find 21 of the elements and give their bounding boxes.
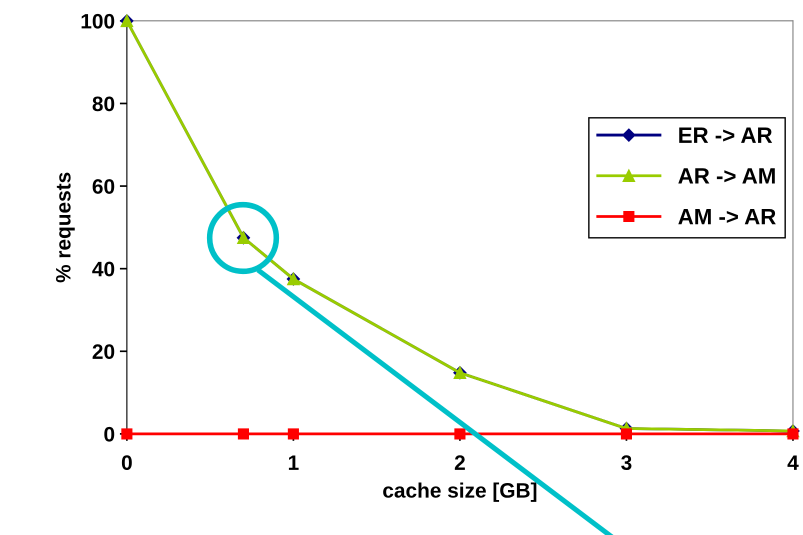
y-tick-label: 80: [92, 96, 114, 112]
y-tick-label: 40: [92, 262, 114, 276]
x-tick-label: 4: [787, 455, 799, 470]
legend-label: ER -> AR: [679, 128, 772, 143]
y-tick-label: 20: [92, 344, 114, 360]
x-tick-label: 0: [122, 455, 132, 470]
x-tick-label: 3: [621, 455, 632, 470]
y-tick-label: 60: [92, 179, 114, 194]
legend-label: AR -> AM: [678, 168, 775, 184]
y-tick-label: 0: [104, 426, 114, 442]
x-tick-label: 2: [454, 455, 465, 470]
y-tick-label: 100: [82, 14, 114, 29]
x-axis-title: cache size [GB]: [383, 482, 536, 502]
x-tick-label: 1: [288, 455, 299, 470]
point: [787, 428, 799, 440]
point: [288, 428, 299, 440]
point: [620, 428, 632, 440]
point: [238, 428, 249, 440]
point: [454, 428, 466, 440]
y-axis-title: % requests: [56, 172, 75, 282]
legend-label: AM -> AR: [678, 208, 776, 224]
